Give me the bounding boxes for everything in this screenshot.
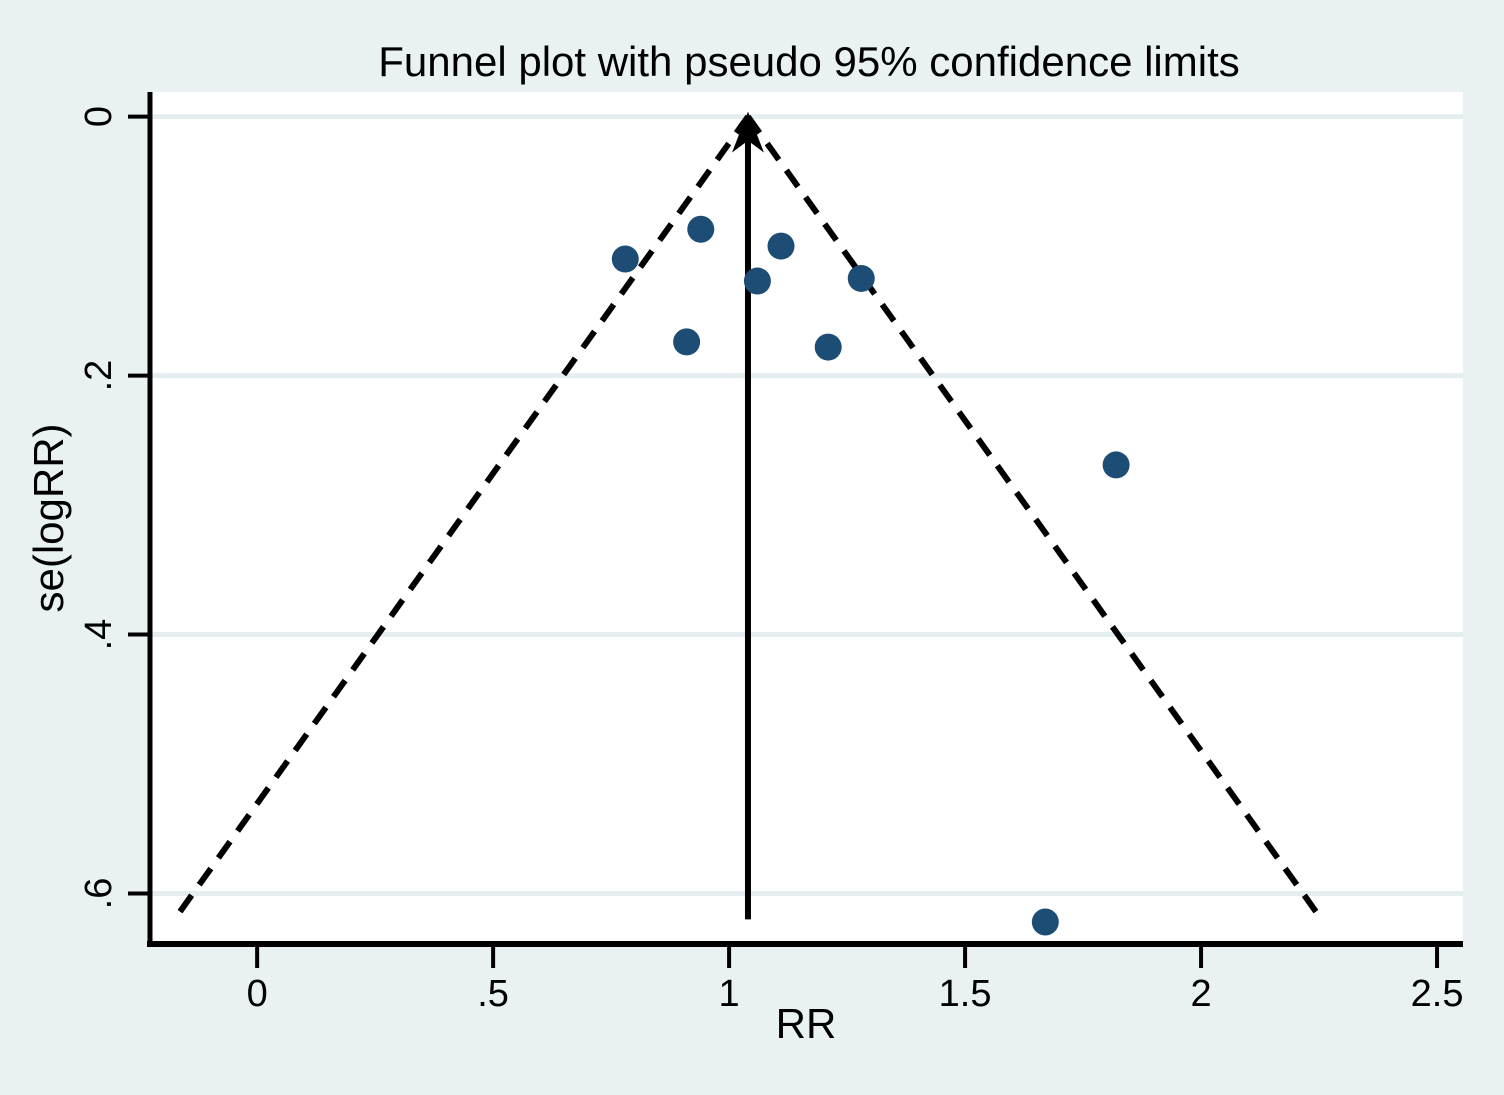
study-point xyxy=(611,245,639,273)
y-tick-label: .4 xyxy=(78,619,120,651)
axes xyxy=(128,92,1463,968)
x-tick-label: 0 xyxy=(247,973,268,1015)
y-tick-label: .6 xyxy=(78,878,120,910)
x-tick-label: 2.5 xyxy=(1411,973,1464,1015)
x-tick-label: 1.5 xyxy=(939,973,992,1015)
y-tick-label: .2 xyxy=(78,360,120,392)
y-gridlines xyxy=(150,114,1463,897)
plot-area xyxy=(150,92,1463,944)
study-point xyxy=(673,328,701,356)
x-tick-label: 1 xyxy=(719,973,740,1015)
x-axis-title: RR xyxy=(776,1000,837,1047)
x-tick-label: .5 xyxy=(477,973,509,1015)
x-tick-label: 2 xyxy=(1190,973,1211,1015)
study-point xyxy=(847,264,875,292)
study-point xyxy=(1031,908,1059,936)
y-axis-title: se(logRR) xyxy=(25,423,72,612)
study-point xyxy=(743,267,771,295)
study-point xyxy=(1102,451,1130,479)
study-point xyxy=(814,333,842,361)
study-points xyxy=(611,215,1130,936)
y-tick-label: 0 xyxy=(78,106,120,127)
pooled-estimate-arrowhead xyxy=(731,111,764,153)
pooled-estimate-line xyxy=(731,111,764,920)
chart-title: Funnel plot with pseudo 95% confidence l… xyxy=(378,38,1240,85)
tick-labels: 0 .2 .4 .6 0 .5 1 1.5 2 2.5 xyxy=(78,106,1463,1015)
study-point xyxy=(767,232,795,260)
study-point xyxy=(687,215,715,243)
